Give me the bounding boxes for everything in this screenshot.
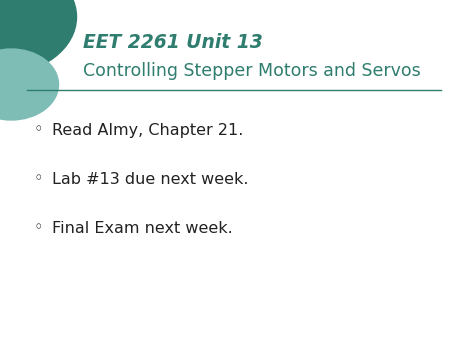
- Text: Controlling Stepper Motors and Servos: Controlling Stepper Motors and Servos: [83, 62, 421, 80]
- Circle shape: [0, 49, 58, 120]
- Text: ◦: ◦: [33, 221, 43, 236]
- Text: ◦: ◦: [33, 172, 43, 187]
- Text: ◦: ◦: [33, 123, 43, 138]
- Text: Final Exam next week.: Final Exam next week.: [52, 221, 233, 236]
- Text: Lab #13 due next week.: Lab #13 due next week.: [52, 172, 248, 187]
- Text: EET 2261 Unit 13: EET 2261 Unit 13: [83, 33, 263, 52]
- Text: Read Almy, Chapter 21.: Read Almy, Chapter 21.: [52, 123, 243, 138]
- Circle shape: [0, 0, 76, 74]
